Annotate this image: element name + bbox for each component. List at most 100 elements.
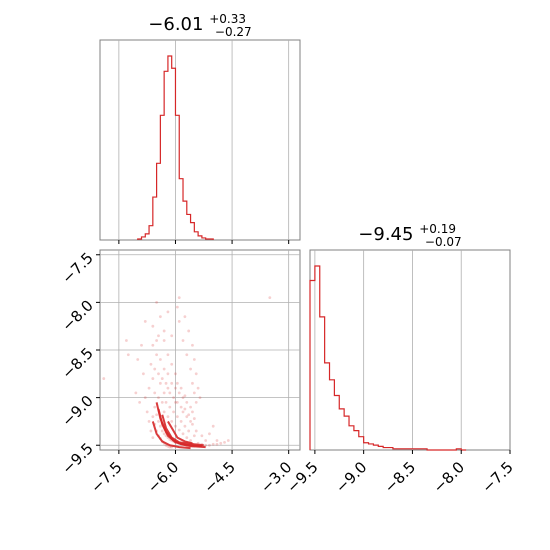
scatter-point	[151, 324, 155, 328]
scatter-point	[181, 410, 185, 414]
histogram-panel-param1: −6.01 +0.33 −0.27	[99, 7, 301, 244]
scatter-point	[170, 362, 174, 366]
x-tick-label: −4.5	[200, 458, 238, 496]
scatter-point	[125, 339, 128, 342]
y-tick-label: −8.0	[58, 296, 96, 334]
y-tick-label: −9.5	[58, 439, 96, 477]
scatter-point	[175, 305, 179, 309]
histogram-param2-xticks: −9.5 −9.0 −8.5 −8.0 −7.5	[283, 450, 517, 497]
scatter-point	[164, 400, 168, 404]
scatter-point	[194, 429, 198, 433]
title-param2: −9.45 +0.19 −0.07	[358, 217, 461, 249]
scatter-point	[177, 320, 181, 323]
scatter-point	[174, 424, 177, 428]
scatter-point	[162, 329, 166, 333]
scatter-point	[175, 415, 179, 419]
scatter-point	[168, 405, 172, 409]
scatter-points	[102, 296, 272, 449]
scatter-point	[268, 296, 272, 300]
scatter-point	[187, 429, 191, 433]
scatter-yticks: −7.5 −8.0 −8.5 −9.0 −9.5	[58, 249, 100, 478]
scatter-point	[158, 315, 162, 319]
scatter-point	[226, 439, 230, 442]
scatter-point	[158, 358, 162, 361]
scatter-point	[155, 300, 159, 304]
scatter-point	[170, 420, 174, 423]
scatter-point	[194, 372, 198, 376]
scatter-contours	[151, 402, 206, 450]
scatter-point	[187, 329, 191, 333]
scatter-point	[162, 432, 166, 436]
scatter-point	[215, 439, 219, 442]
scatter-panel: −7.5 −6.0 −4.5 −3.0 −7.5−8.0−8.5−9.0−9.5	[58, 249, 301, 497]
y-tick-label: −9.0	[58, 392, 96, 430]
scatter-point	[166, 372, 170, 376]
scatter-point	[191, 381, 194, 385]
scatter-point	[191, 422, 194, 426]
scatter-point	[126, 353, 130, 357]
title-param2-lower: −0.07	[425, 235, 462, 249]
scatter-point	[168, 391, 172, 395]
scatter-point	[164, 381, 168, 385]
scatter-point	[185, 436, 189, 440]
scatter-point	[151, 436, 155, 440]
scatter-point	[162, 367, 166, 371]
scatter-point	[179, 405, 183, 409]
scatter-point	[151, 415, 155, 419]
scatter-point	[191, 343, 194, 347]
scatter-point	[200, 434, 204, 438]
scatter-point	[175, 381, 179, 385]
scatter-point	[196, 386, 200, 390]
scatter-point	[162, 391, 166, 395]
scatter-point	[181, 432, 185, 436]
scatter-point	[177, 428, 181, 432]
scatter-point	[145, 410, 149, 414]
scatter-point	[194, 400, 198, 404]
scatter-point	[172, 410, 175, 414]
x-tick-label: −8.5	[381, 458, 419, 496]
scatter-point	[187, 413, 191, 417]
scatter-point	[153, 391, 157, 395]
density-contour	[167, 420, 193, 445]
scatter-point	[149, 429, 153, 433]
scatter-point	[177, 391, 181, 395]
scatter-point	[170, 334, 174, 338]
scatter-point	[160, 377, 164, 380]
scatter-point	[102, 377, 106, 380]
histogram-param1-xticks	[118, 240, 290, 244]
scatter-point	[147, 386, 151, 390]
scatter-point	[183, 424, 187, 428]
scatter-point	[134, 391, 138, 395]
scatter-point	[189, 405, 192, 409]
scatter-point	[215, 442, 219, 446]
scatter-point	[183, 394, 187, 398]
scatter-point	[204, 443, 208, 447]
scatter-point	[223, 440, 226, 444]
histogram-param2-steps	[309, 265, 467, 451]
y-tick-label: −8.5	[58, 344, 96, 382]
scatter-point	[181, 339, 185, 342]
scatter-point	[158, 381, 162, 385]
x-tick-label: −6.0	[144, 458, 182, 496]
scatter-point	[166, 415, 170, 419]
scatter-point	[149, 362, 153, 366]
scatter-point	[189, 439, 192, 442]
scatter-point	[157, 372, 160, 376]
histogram-param1-steps	[137, 55, 214, 240]
scatter-point	[166, 310, 170, 314]
scatter-point	[208, 432, 211, 436]
title-param1: −6.01 +0.33 −0.27	[148, 7, 251, 39]
x-tick-label: −7.5	[87, 458, 125, 496]
scatter-point	[166, 353, 170, 357]
x-tick-label: −9.0	[332, 458, 370, 496]
scatter-xticks: −7.5 −6.0 −4.5 −3.0	[87, 450, 296, 497]
scatter-point	[192, 358, 196, 361]
scatter-point	[155, 339, 159, 342]
scatter-point	[143, 320, 147, 323]
scatter-point	[155, 413, 159, 417]
scatter-point	[189, 367, 192, 371]
scatter-point	[174, 386, 177, 390]
scatter-point	[162, 410, 166, 414]
scatter-point	[155, 353, 159, 357]
